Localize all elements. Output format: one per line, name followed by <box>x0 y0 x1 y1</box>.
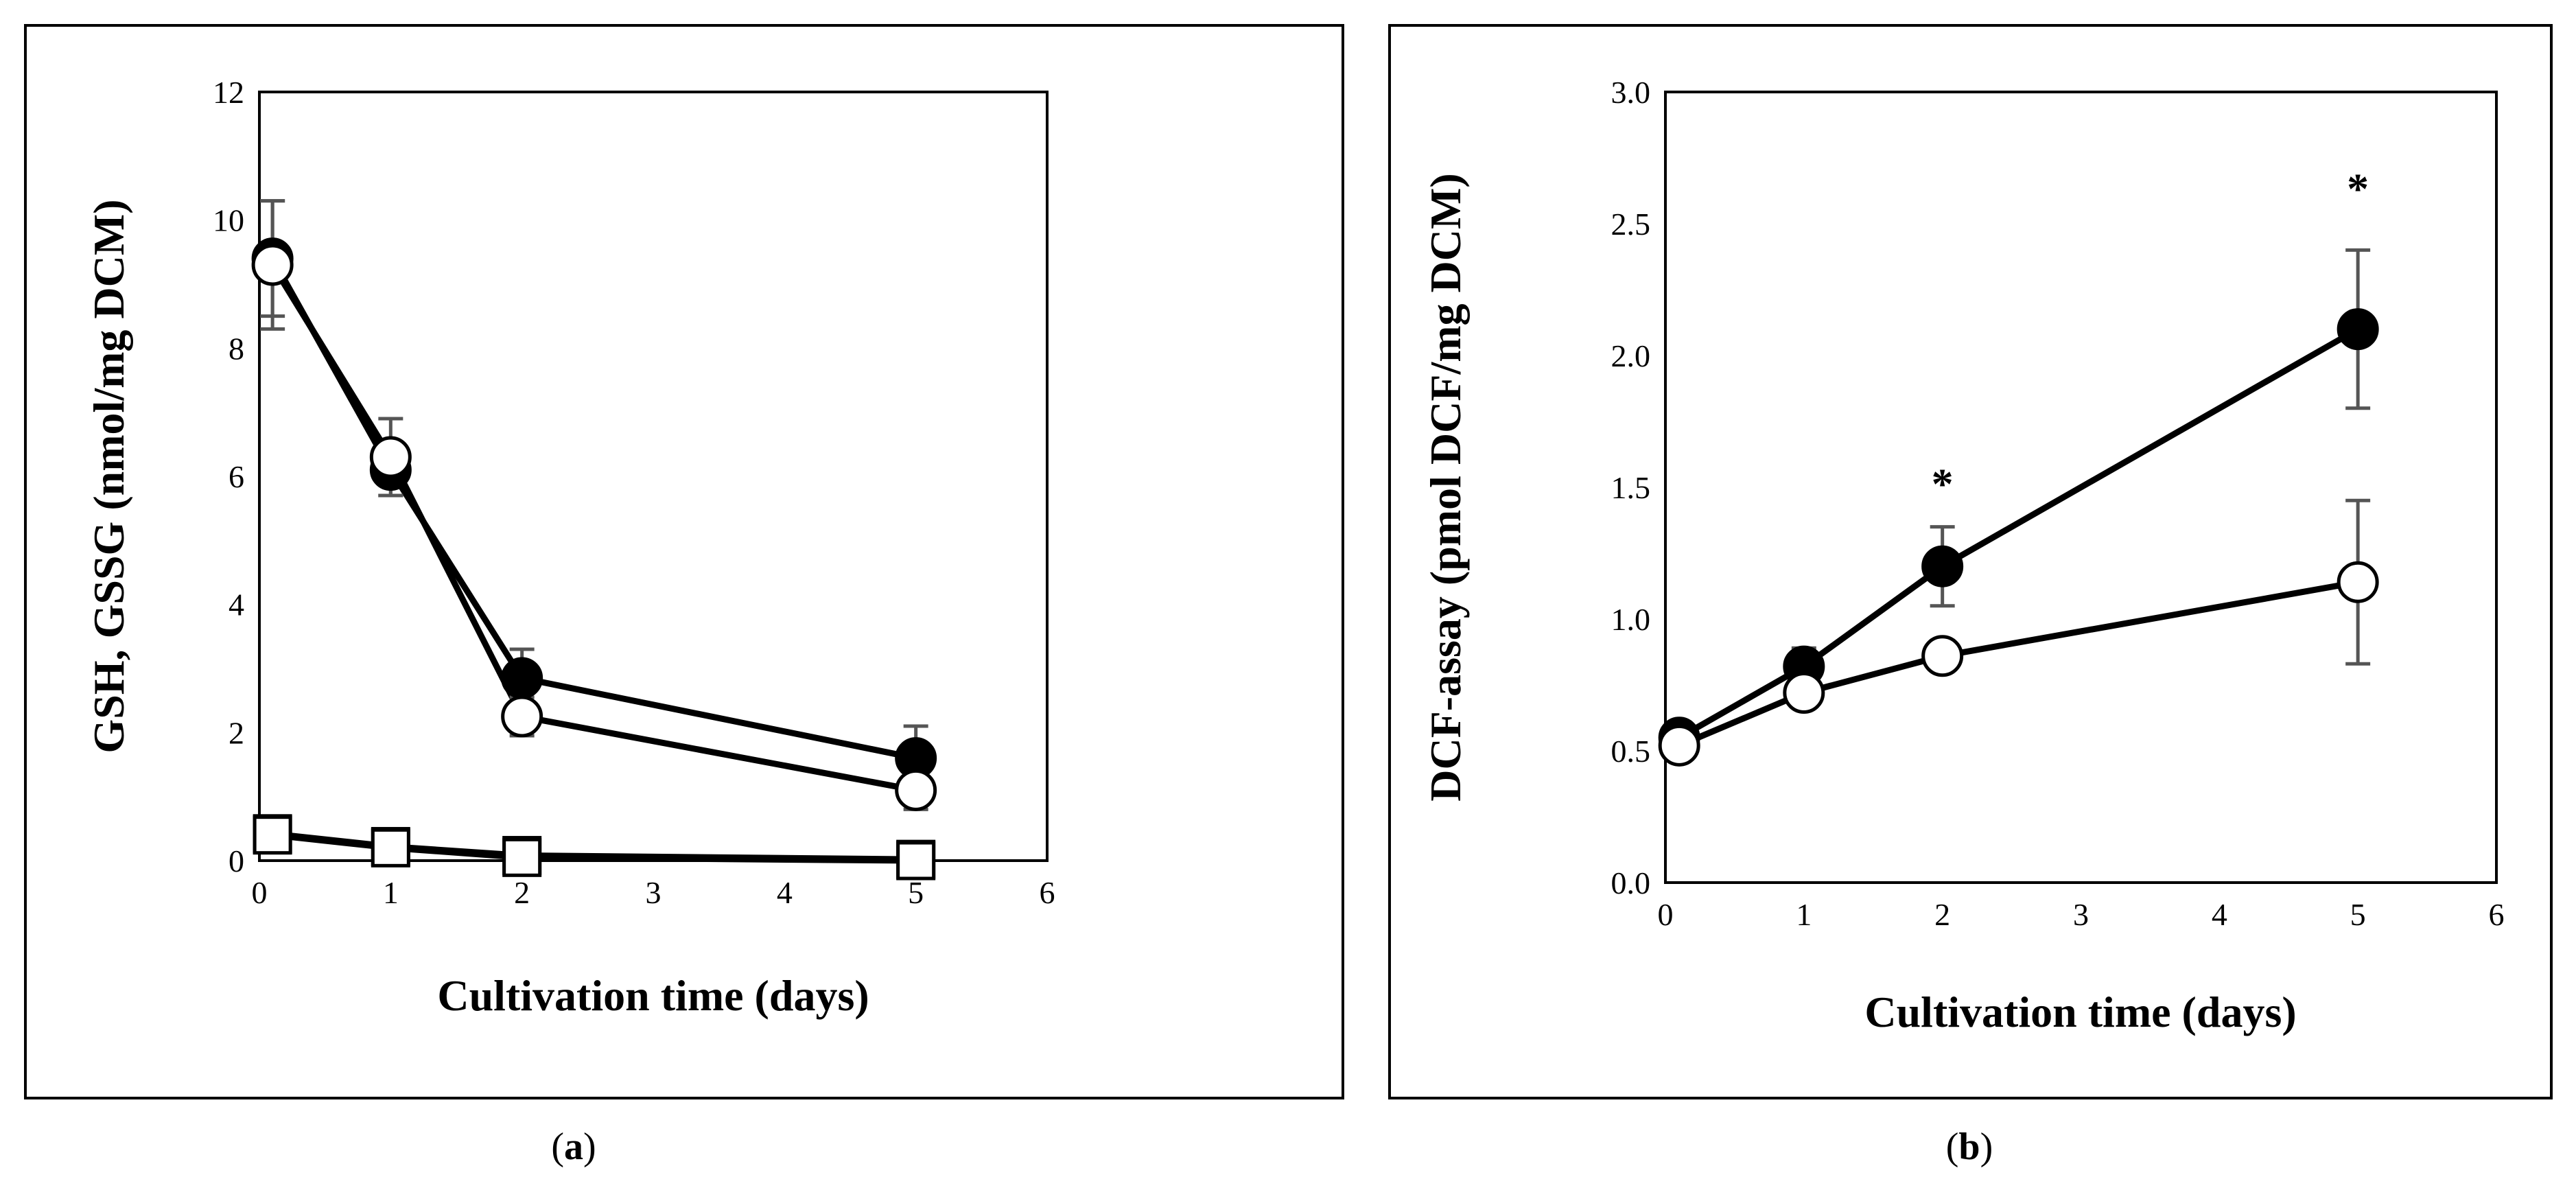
y-tick-label: 12 <box>213 75 244 110</box>
chart-b: Cultivation time (days) DCF-assay (pmol … <box>1421 75 2505 1036</box>
y-tick-label: 1.0 <box>1611 602 1651 637</box>
x-tick-label: 0 <box>1658 897 1674 932</box>
x-tick-label: 6 <box>1040 875 1055 910</box>
x-tick-label: 4 <box>777 875 793 910</box>
data-point <box>2337 561 2379 603</box>
significance-marker: * <box>2347 164 2369 213</box>
data-point <box>1658 724 1700 767</box>
x-tick-label: 5 <box>2350 897 2366 932</box>
y-tick-label: 4 <box>229 587 244 622</box>
y-tick-label: 3.0 <box>1611 75 1651 110</box>
xlabel-a: Cultivation time (days) <box>437 971 869 1020</box>
series-line <box>1677 326 2360 741</box>
x-tick-label: 0 <box>252 875 268 910</box>
data-point <box>2337 308 2379 351</box>
y-tick-label: 0.0 <box>1611 865 1651 900</box>
series-line <box>270 263 917 793</box>
data-point <box>253 815 292 855</box>
x-tick-label: 1 <box>383 875 399 910</box>
y-tick-label: 2 <box>229 715 244 750</box>
series-line <box>270 257 917 762</box>
x-tick-label: 4 <box>2212 897 2227 932</box>
x-tick-label: 1 <box>1796 897 1812 932</box>
ylabel-a: GSH, GSSG (nmol/mg DCM) <box>84 199 133 753</box>
y-tick-label: 10 <box>213 203 244 238</box>
data-point <box>1921 545 1964 587</box>
y-tick-label: 6 <box>229 459 244 494</box>
x-tick-label: 3 <box>646 875 661 910</box>
panel-a-frame <box>24 24 1344 1099</box>
y-tick-label: 0.5 <box>1611 734 1651 769</box>
data-point <box>502 837 542 877</box>
panel-label-b: (b) <box>1946 1126 1993 1168</box>
data-point <box>371 828 410 867</box>
x-tick-label: 5 <box>908 875 924 910</box>
x-tick-label: 3 <box>2073 897 2089 932</box>
data-point <box>896 841 936 881</box>
data-point <box>501 695 543 738</box>
x-tick-label: 2 <box>1934 897 1950 932</box>
data-point <box>501 657 543 699</box>
y-tick-label: 0 <box>229 843 244 878</box>
x-tick-label: 6 <box>2489 897 2505 932</box>
data-point <box>895 769 937 811</box>
significance-marker: * <box>1932 459 1954 508</box>
series-line <box>272 830 916 863</box>
panel-label-a: (a) <box>551 1126 596 1168</box>
data-point <box>369 436 412 478</box>
x-tick-label: 2 <box>514 875 530 910</box>
y-tick-label: 2.5 <box>1611 207 1651 242</box>
xlabel-b: Cultivation time (days) <box>1864 988 2296 1036</box>
data-point <box>251 244 294 286</box>
plot-area-b <box>1664 91 2498 884</box>
y-tick-label: 1.5 <box>1611 470 1651 505</box>
y-tick-label: 8 <box>229 331 244 366</box>
panel-b-frame <box>1388 24 2553 1099</box>
y-tick-label: 2.0 <box>1611 338 1651 373</box>
data-point <box>1921 635 1964 677</box>
ylabel-b: DCF-assay (pmol DCF/mg DCM) <box>1421 173 1470 801</box>
chart-a: Cultivation time (days) GSH, GSSG (nmol/… <box>84 75 1055 1020</box>
data-point <box>1783 672 1825 714</box>
series-line <box>1678 579 2358 749</box>
